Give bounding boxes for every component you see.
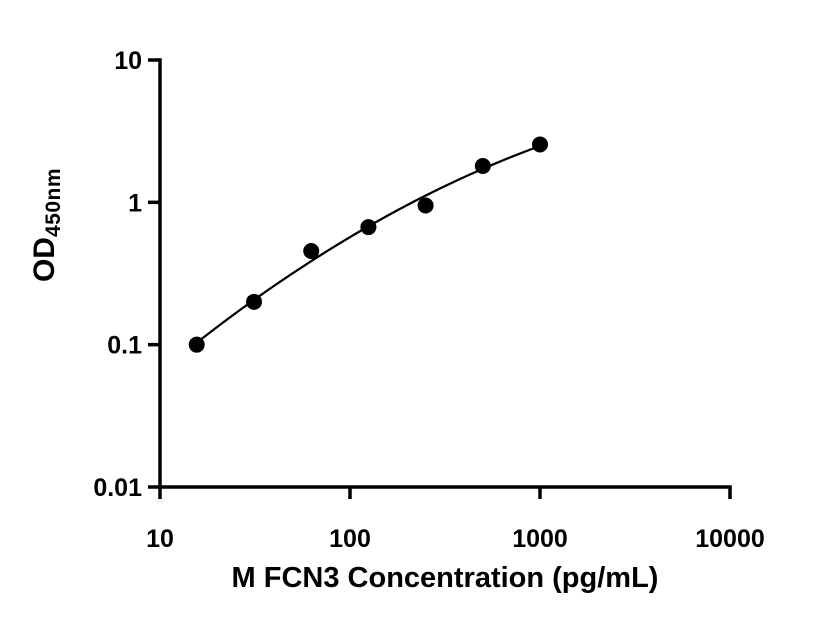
data-point: [303, 243, 320, 260]
y-axis-title-subscript: 450nm: [42, 167, 65, 238]
data-point: [188, 336, 205, 353]
x-tick-label: 10000: [695, 525, 765, 553]
fit-curve: [195, 144, 541, 344]
data-point: [417, 197, 434, 214]
y-tick-label: 0.1: [107, 332, 142, 360]
data-point: [532, 136, 548, 153]
y-tick-label: 0.01: [93, 474, 142, 502]
x-tick-label: 10: [146, 525, 174, 553]
y-tick-label: 10: [114, 47, 142, 75]
data-point: [360, 219, 377, 236]
x-tick-label: 100: [329, 525, 371, 553]
x-axis-title: M FCN3 Concentration (pg/mL): [231, 562, 659, 594]
y-tick-label: 1: [128, 189, 142, 217]
y-axis-title-main: OD: [28, 237, 61, 283]
y-axis-title: OD450nm: [28, 168, 66, 282]
x-tick-label: 1000: [512, 525, 568, 553]
data-point: [246, 293, 263, 310]
data-point: [474, 157, 491, 174]
